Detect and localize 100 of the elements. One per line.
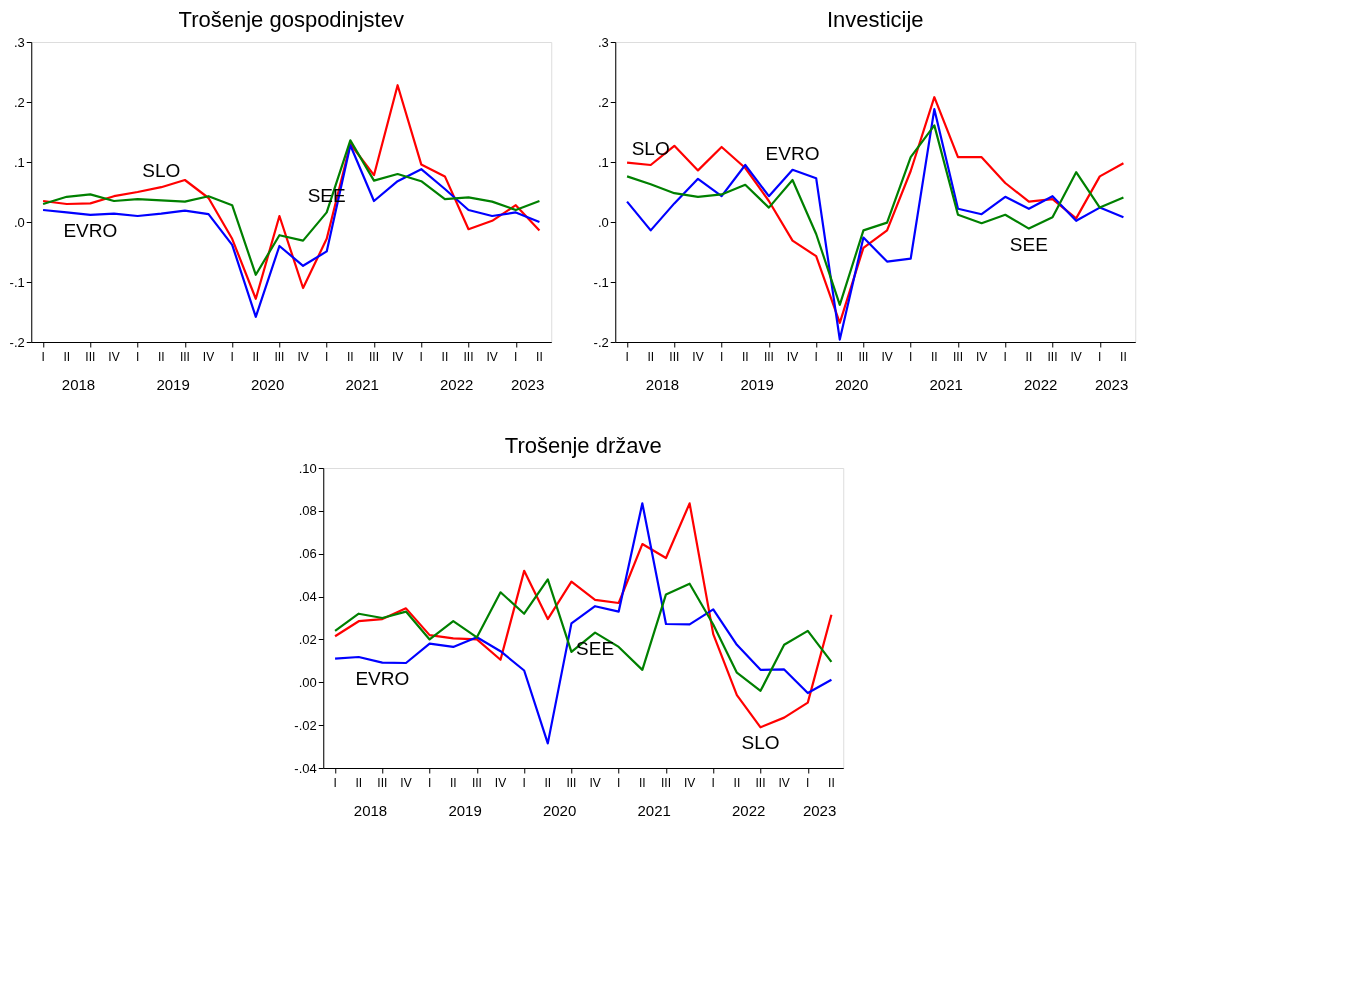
y-tick-label: .3 (13, 34, 25, 50)
line-series (41, 139, 541, 276)
x-tick-label: I (514, 350, 518, 364)
x-tick-label: II (647, 350, 655, 364)
x-tick-label: II (63, 350, 71, 364)
x-tick-label: IV (683, 776, 696, 790)
y-tick-label: -.2 (593, 334, 609, 350)
y-tick-label: .06 (298, 546, 317, 562)
x-tick-label: III (377, 776, 388, 790)
text: 2021 (345, 376, 379, 393)
text: 2022 (732, 802, 766, 819)
x-tick-label: I (711, 776, 715, 790)
line-series (41, 84, 541, 300)
x-tick-label: IV (108, 350, 120, 364)
text: 2019 (448, 802, 482, 819)
x-tick-label: IV (778, 776, 790, 790)
x-tick-label: II (836, 350, 844, 364)
x-tick-label: III (463, 350, 474, 364)
y-tick-label: -.02 (294, 717, 317, 733)
series-label: SLO (142, 160, 181, 182)
x-tick-label: I (1003, 350, 1007, 364)
chart-title: Trošenje države (504, 433, 662, 458)
chart-title: Investicije (826, 7, 924, 32)
x-tick-label: I (806, 776, 810, 790)
x-tick-label: IV (881, 350, 893, 364)
series-label: SLO (741, 732, 780, 754)
x-tick-label: II (828, 776, 835, 790)
x-tick-label: II (1025, 350, 1033, 364)
x-tick-label: III (566, 776, 577, 790)
series-label: SLO (631, 138, 670, 159)
line-series (625, 124, 1125, 306)
y-tick-label: .10 (298, 460, 317, 476)
x-tick-label: III (858, 350, 869, 364)
x-tick-label: III (179, 350, 190, 364)
x-tick-label: II (1120, 350, 1127, 364)
x-tick-label: II (252, 350, 260, 364)
x-tick-label: II (355, 776, 363, 790)
x-tick-label: IV (400, 776, 412, 790)
y-tick-label: .1 (597, 154, 609, 170)
text: 2020 (834, 376, 869, 393)
x-tick-label: I (333, 776, 337, 790)
y-tick-label: .08 (298, 503, 317, 519)
text: 2022 (1024, 376, 1058, 393)
series-label: EVRO (63, 219, 118, 241)
series-label: EVRO (355, 667, 410, 689)
y-tick-label: .0 (13, 214, 25, 230)
line-series (333, 578, 833, 692)
x-tick-label: IV (589, 776, 601, 790)
x-tick-label: I (230, 350, 234, 364)
y-tick-label: -.04 (294, 760, 317, 776)
x-tick-label: IV (494, 776, 507, 790)
x-tick-label: I (41, 350, 45, 364)
text: 2023 (802, 802, 837, 819)
x-tick-label: I (625, 350, 629, 364)
x-tick-label: III (763, 350, 774, 364)
x-tick-label: I (325, 350, 329, 364)
x-tick-label: IV (297, 350, 309, 364)
y-tick-label: .2 (13, 94, 25, 110)
x-tick-label: II (536, 350, 543, 364)
y-tick-label: -.1 (9, 274, 25, 290)
x-tick-label: II (733, 776, 741, 790)
x-tick-label: I (814, 350, 818, 364)
x-tick-label: II (347, 350, 354, 364)
x-tick-label: I (1098, 350, 1102, 364)
line-series (41, 144, 541, 318)
x-tick-label: I (419, 350, 423, 364)
text: 2020 (542, 802, 577, 819)
x-tick-label: II (449, 776, 457, 790)
y-tick-label: .04 (298, 589, 317, 605)
x-tick-label: I (522, 776, 526, 790)
x-tick-label: IV (1070, 350, 1082, 364)
x-tick-label: III (85, 350, 96, 364)
y-tick-label: -.2 (9, 334, 25, 350)
y-tick-label: .3 (597, 34, 609, 50)
x-tick-label: IV (391, 350, 404, 364)
text: 2023 (510, 376, 545, 393)
text: 2020 (250, 376, 285, 393)
x-tick-label: III (952, 350, 963, 364)
x-tick-label: IV (486, 350, 498, 364)
x-tick-label: I (135, 350, 140, 364)
x-tick-label: III (1047, 350, 1058, 364)
text: 2019 (156, 376, 190, 393)
text: 2018 (353, 802, 388, 819)
x-tick-label: I (617, 776, 621, 790)
series-label: SEE (576, 637, 615, 659)
series-label: SEE (1009, 233, 1048, 255)
chart-title: Trošenje gospodinjstev (178, 7, 404, 32)
y-tick-label: .00 (298, 674, 317, 690)
x-tick-label: I (427, 776, 432, 790)
text: 2018 (645, 376, 680, 393)
x-tick-label: III (368, 350, 379, 364)
text: 2018 (61, 376, 96, 393)
x-tick-label: III (755, 776, 766, 790)
x-tick-label: II (157, 350, 165, 364)
series-label: EVRO (765, 142, 820, 164)
x-tick-label: III (274, 350, 285, 364)
y-tick-label: .0 (597, 214, 609, 230)
y-tick-label: -.1 (593, 274, 609, 290)
y-tick-label: .1 (13, 154, 25, 170)
x-tick-label: IV (202, 350, 215, 364)
